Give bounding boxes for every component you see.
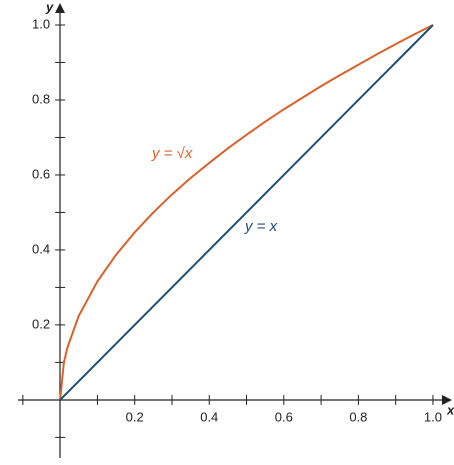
curve bbox=[59, 24, 434, 401]
curve-label: y = √x bbox=[151, 145, 193, 162]
y-arrow bbox=[55, 3, 65, 13]
y-tick-label: 0.6 bbox=[32, 166, 50, 181]
x-tick-label: 0.6 bbox=[275, 409, 293, 424]
x-tick-label: 0.2 bbox=[126, 409, 144, 424]
x-tick-label: 1.0 bbox=[424, 409, 442, 424]
y-axis-label: y bbox=[45, 0, 54, 14]
y-tick-label: 0.8 bbox=[32, 91, 50, 106]
x-arrow bbox=[442, 395, 452, 405]
curve bbox=[59, 24, 434, 400]
x-axis-label: x bbox=[446, 402, 454, 417]
x-tick-label: 0.4 bbox=[200, 409, 218, 424]
y-tick-label: 0.2 bbox=[32, 316, 50, 331]
curve-label: y = x bbox=[244, 218, 278, 235]
y-tick-label: 0.4 bbox=[32, 241, 50, 256]
y-tick-label: 1.0 bbox=[32, 16, 50, 31]
x-tick-label: 0.8 bbox=[349, 409, 367, 424]
